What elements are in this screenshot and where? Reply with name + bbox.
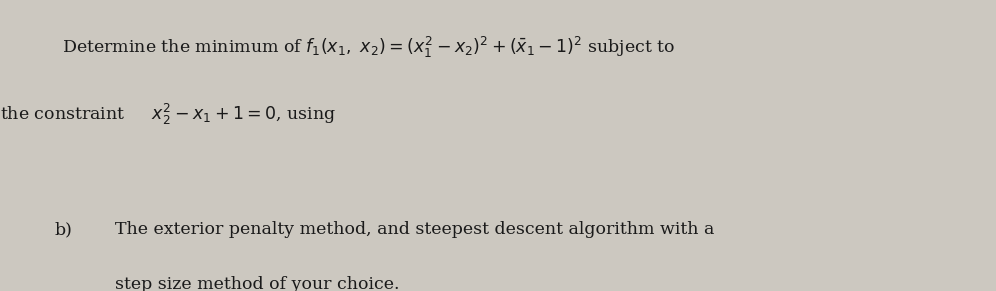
Text: step size method of your choice.: step size method of your choice. <box>115 276 399 291</box>
Text: Determine the minimum of $f_1(x_1,\ x_2) = (x_1^2 - x_2)^2 + (\bar{x}_1 - 1)^2$ : Determine the minimum of $f_1(x_1,\ x_2)… <box>40 35 675 60</box>
Text: b): b) <box>55 221 73 238</box>
Text: the constraint $\ \ \ \ x_2^2 - x_1 + 1 = 0$, using: the constraint $\ \ \ \ x_2^2 - x_1 + 1 … <box>0 102 337 127</box>
Text: The exterior penalty method, and steepest descent algorithm with a: The exterior penalty method, and steepes… <box>115 221 714 238</box>
